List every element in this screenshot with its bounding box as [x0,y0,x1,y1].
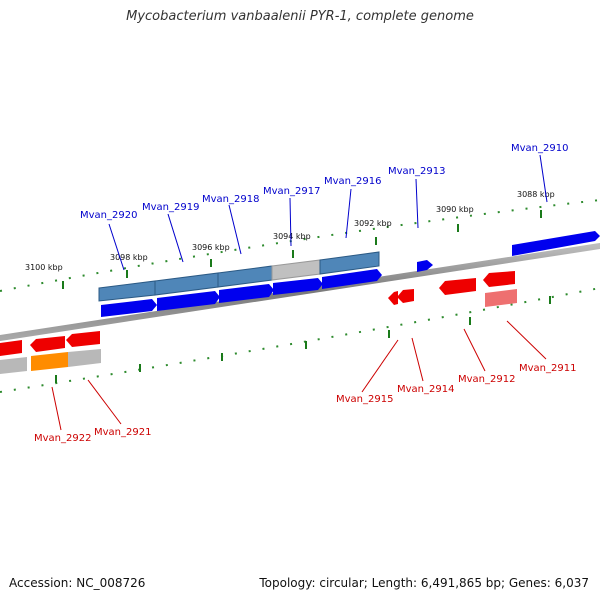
operon-segment[interactable] [154,272,219,296]
gene-mvan-2912[interactable] [439,278,476,295]
gene-mvan-2913[interactable] [417,260,433,272]
gene-label-mvan-2916[interactable]: Mvan_2916 [324,176,381,187]
gene-label-mvan-2919[interactable]: Mvan_2919 [142,202,199,213]
gene-label-mvan-2913[interactable]: Mvan_2913 [388,166,445,177]
kbp-label-3090: 3090 kbp [436,205,474,214]
map-title: Mycobacterium vanbaalenii PYR-1, complet… [126,9,474,24]
reverse-leader-lines [51,320,547,431]
operon-segment[interactable] [98,280,156,302]
gene-mvan-2918[interactable] [219,284,274,303]
reverse-major-ticks [55,296,551,383]
gene-label-mvan-2921[interactable]: Mvan_2921 [94,427,151,438]
gene-label-mvan-2910[interactable]: Mvan_2910 [511,143,568,154]
kbp-label-3096: 3096 kbp [192,243,230,252]
kbp-label-3098: 3098 kbp [110,253,148,262]
forward-scale-line [0,199,600,292]
kbp-label-3100: 3100 kbp [25,263,63,272]
gene-mvan-2915[interactable] [388,291,398,305]
gene-label-mvan-2915[interactable]: Mvan_2915 [336,394,393,405]
gene-label-mvan-2917[interactable]: Mvan_2917 [263,186,320,197]
gene-label-mvan-2922[interactable]: Mvan_2922 [34,433,91,444]
forward-major-ticks [62,210,542,289]
gene-label-mvan-2914[interactable]: Mvan_2914 [397,384,454,395]
operon-segment[interactable] [217,265,273,288]
gene-mvan-2921[interactable] [68,349,101,367]
operon-segment[interactable] [319,251,380,275]
gene-mvan-2914[interactable] [397,289,414,303]
forward-operon-track [98,251,380,302]
topology-text: Topology: circular; Length: 6,491,865 bp… [259,576,589,590]
gene-mvan-2919[interactable] [157,291,220,311]
forward-genes [101,231,600,317]
gene-mvan-2920[interactable] [101,299,157,317]
gene-label-mvan-2912[interactable]: Mvan_2912 [458,374,515,385]
gene-mvan-2917[interactable] [273,278,323,295]
gene-mvan-2911[interactable] [485,289,517,307]
reverse-genes-left [0,331,101,374]
gene-reverse[interactable] [0,340,22,356]
gene-label-mvan-2911[interactable]: Mvan_2911 [519,363,576,374]
kbp-label-3088: 3088 kbp [517,190,555,199]
kbp-label-3094: 3094 kbp [273,232,311,241]
gene-reverse[interactable] [30,336,65,352]
gene-mvan-2921-upper[interactable] [66,331,100,347]
kbp-label-3092: 3092 kbp [354,219,392,228]
forward-leader-lines [108,154,548,271]
gene-label-mvan-2920[interactable]: Mvan_2920 [80,210,137,221]
gene-grey-segment[interactable] [0,357,27,374]
gene-mvan-2916[interactable] [322,269,382,289]
gene-mvan-2910[interactable] [512,231,600,256]
operon-segment[interactable] [271,259,321,281]
reverse-scale-line [0,287,600,393]
gene-mvan-2911-upper[interactable] [483,271,515,287]
accession-text: Accession: NC_008726 [9,576,146,590]
gene-label-mvan-2918[interactable]: Mvan_2918 [202,194,259,205]
gene-mvan-2922[interactable] [31,352,68,371]
reverse-genes-right [388,271,517,307]
